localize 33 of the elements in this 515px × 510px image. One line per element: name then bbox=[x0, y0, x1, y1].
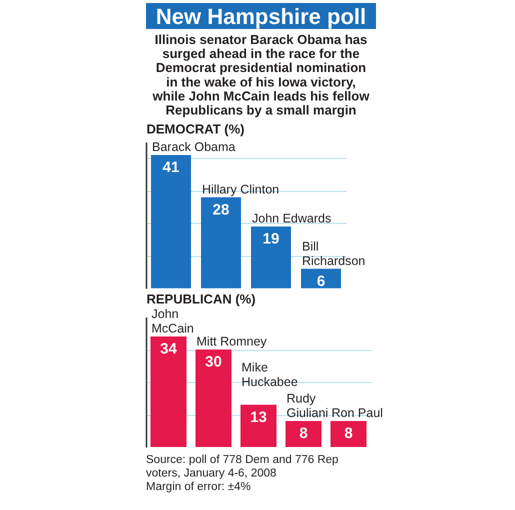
chart-title: New Hampshire poll bbox=[156, 4, 366, 29]
bar bbox=[151, 155, 191, 288]
bar bbox=[251, 226, 291, 288]
source-note: Source: poll of 778 Dem and 776 Rep voters, January 4-6, 2008 bbox=[146, 454, 338, 480]
x-tick-label: Ron Paul bbox=[332, 406, 383, 420]
x-tick-label: Mike Huckabee bbox=[242, 360, 298, 389]
data-label: 6 bbox=[316, 272, 326, 290]
x-tick-label: Hillary Clinton bbox=[202, 182, 280, 196]
bar bbox=[201, 197, 241, 288]
x-tick-label: Barack Obama bbox=[152, 140, 236, 154]
x-tick-label: Rudy Giuliani bbox=[286, 392, 328, 420]
bar bbox=[286, 421, 322, 447]
x-tick-label: Mitt Romney bbox=[196, 334, 268, 348]
x-tick-label: Bill Richardson bbox=[302, 239, 366, 268]
y-axis-title: REPUBLICAN (%) bbox=[146, 292, 256, 306]
y-axis-title: DEMOCRAT (%) bbox=[146, 122, 244, 136]
bar bbox=[330, 421, 366, 447]
bar bbox=[301, 268, 341, 288]
data-label: 19 bbox=[262, 230, 280, 248]
data-label: 30 bbox=[205, 354, 222, 370]
bar bbox=[150, 336, 186, 447]
data-label: 8 bbox=[299, 425, 308, 442]
data-label: 8 bbox=[344, 425, 353, 442]
data-label: 13 bbox=[250, 408, 267, 426]
bar bbox=[240, 404, 276, 447]
chart-subtitle: Illinois senator Barack Obama has surged ahead in the race for the Democrat presidential nomination in the wake of his Iowa victory, while John McCain leads his fellow Republicans by a small margin bbox=[152, 32, 370, 118]
text: Margin of error: ±4% bbox=[146, 481, 251, 493]
x-tick-label: John McCain bbox=[152, 307, 194, 336]
data-label: 34 bbox=[160, 340, 178, 358]
data-label: 41 bbox=[162, 159, 180, 176]
bar bbox=[196, 350, 232, 447]
x-tick-label: John Edwards bbox=[252, 212, 332, 226]
data-label: 28 bbox=[212, 201, 230, 218]
